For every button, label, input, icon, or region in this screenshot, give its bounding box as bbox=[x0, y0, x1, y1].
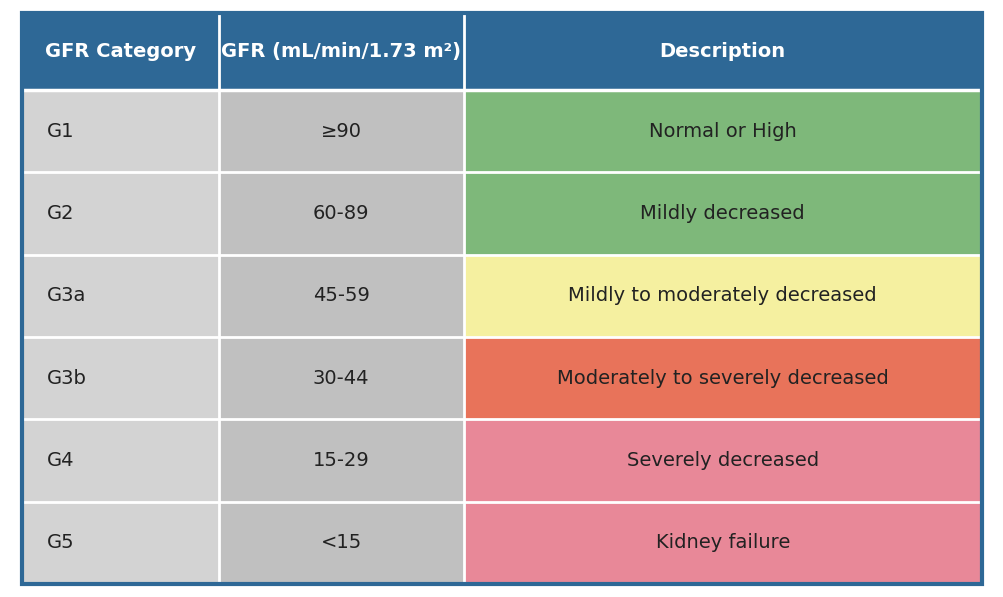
Text: Kidney failure: Kidney failure bbox=[655, 533, 789, 552]
Text: GFR Category: GFR Category bbox=[45, 42, 196, 61]
Text: G4: G4 bbox=[47, 451, 74, 470]
Text: Mildly decreased: Mildly decreased bbox=[640, 204, 804, 223]
Text: G1: G1 bbox=[47, 122, 74, 141]
Text: G5: G5 bbox=[47, 533, 75, 552]
Text: G2: G2 bbox=[47, 204, 74, 223]
Text: <15: <15 bbox=[320, 533, 361, 552]
Text: GFR (mL/min/1.73 m²): GFR (mL/min/1.73 m²) bbox=[221, 42, 460, 61]
Bar bbox=[463, 419, 981, 501]
Text: G3b: G3b bbox=[47, 369, 87, 387]
Text: G3a: G3a bbox=[47, 287, 86, 306]
Text: 60-89: 60-89 bbox=[313, 204, 369, 223]
Bar bbox=[219, 337, 463, 419]
Bar bbox=[22, 419, 219, 501]
Bar bbox=[463, 501, 981, 584]
Text: Normal or High: Normal or High bbox=[648, 122, 795, 141]
Bar bbox=[463, 255, 981, 337]
Text: Mildly to moderately decreased: Mildly to moderately decreased bbox=[568, 287, 877, 306]
Bar bbox=[463, 13, 981, 90]
Bar bbox=[219, 90, 463, 173]
Bar bbox=[463, 90, 981, 173]
Text: ≥90: ≥90 bbox=[320, 122, 361, 141]
Bar bbox=[219, 13, 463, 90]
Bar bbox=[219, 501, 463, 584]
Bar bbox=[22, 90, 219, 173]
Bar bbox=[22, 173, 219, 255]
Text: Severely decreased: Severely decreased bbox=[626, 451, 818, 470]
Bar bbox=[22, 501, 219, 584]
Text: 45-59: 45-59 bbox=[313, 287, 369, 306]
Text: Description: Description bbox=[659, 42, 785, 61]
Bar bbox=[22, 255, 219, 337]
Bar bbox=[219, 255, 463, 337]
Bar bbox=[219, 173, 463, 255]
Text: Moderately to severely decreased: Moderately to severely decreased bbox=[557, 369, 888, 387]
Bar bbox=[463, 337, 981, 419]
Text: 15-29: 15-29 bbox=[313, 451, 369, 470]
Bar bbox=[219, 419, 463, 501]
Bar bbox=[22, 337, 219, 419]
Text: 30-44: 30-44 bbox=[313, 369, 369, 387]
Bar bbox=[22, 13, 219, 90]
Bar bbox=[463, 173, 981, 255]
